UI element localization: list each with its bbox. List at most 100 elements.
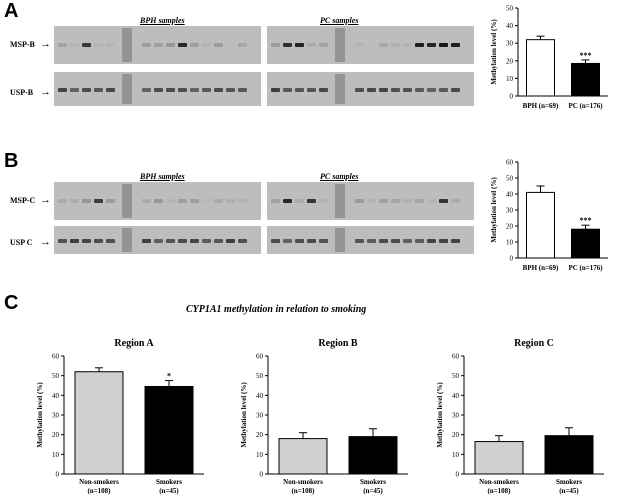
row-label-usp-c: USP C bbox=[10, 238, 33, 247]
row-label-msp-b: MSP-B bbox=[10, 40, 35, 49]
y-tick-label: 20 bbox=[506, 223, 514, 231]
x-category-label: BPH (n=69) bbox=[523, 264, 559, 272]
gel-band bbox=[391, 88, 400, 92]
gel-band bbox=[226, 199, 235, 203]
gel-band bbox=[82, 239, 91, 243]
x-category-label: (n=45) bbox=[363, 487, 383, 495]
gel-band bbox=[142, 43, 151, 47]
gel-band bbox=[427, 43, 436, 47]
y-tick-label: 50 bbox=[452, 372, 460, 380]
y-tick-label: 0 bbox=[510, 255, 514, 263]
y-tick-label: 60 bbox=[506, 159, 514, 167]
ladder-marker bbox=[335, 74, 345, 104]
y-tick-label: 0 bbox=[260, 471, 264, 479]
gel-band bbox=[283, 43, 292, 47]
gel-band bbox=[178, 43, 187, 47]
x-category-label: (n=108) bbox=[291, 487, 315, 495]
gel-band bbox=[58, 43, 67, 47]
x-category-label: Non-smokers bbox=[79, 478, 119, 486]
gel-band bbox=[226, 239, 235, 243]
ladder-marker bbox=[122, 228, 132, 252]
bar bbox=[474, 441, 524, 475]
gel-band bbox=[202, 88, 211, 92]
gel-band bbox=[451, 199, 460, 203]
gel-band bbox=[58, 199, 67, 203]
gel-band bbox=[154, 43, 163, 47]
y-tick-label: 0 bbox=[456, 471, 460, 479]
gel-band bbox=[367, 88, 376, 92]
y-tick-label: 40 bbox=[256, 392, 264, 400]
y-tick-label: 30 bbox=[256, 412, 264, 420]
gel-band bbox=[106, 239, 115, 243]
gel-band bbox=[355, 88, 364, 92]
gel-band bbox=[403, 88, 412, 92]
gel-band bbox=[415, 199, 424, 203]
gel-band bbox=[439, 43, 448, 47]
y-tick-label: 40 bbox=[506, 191, 514, 199]
y-tick-label: 10 bbox=[52, 451, 60, 459]
x-category-label: Non-smokers bbox=[283, 478, 323, 486]
gel-band bbox=[415, 43, 424, 47]
y-tick-label: 50 bbox=[52, 372, 60, 380]
gel-image bbox=[267, 72, 474, 106]
y-tick-label: 0 bbox=[510, 93, 514, 101]
bar-chart-region-b: 0 10 20 30 40 50 60 Methylation level (%) Region… bbox=[240, 338, 408, 495]
gel-band bbox=[367, 239, 376, 243]
gel-band bbox=[70, 199, 79, 203]
arrow-icon: → bbox=[40, 236, 51, 248]
arrow-icon: → bbox=[40, 86, 51, 98]
x-category-label: Smokers bbox=[360, 478, 386, 486]
gel-band bbox=[166, 199, 175, 203]
gel-band bbox=[367, 199, 376, 203]
gel-band bbox=[319, 88, 328, 92]
gel-band bbox=[439, 239, 448, 243]
gel-band bbox=[295, 88, 304, 92]
gel-band bbox=[451, 43, 460, 47]
gel-band bbox=[238, 199, 247, 203]
gel-band bbox=[226, 43, 235, 47]
y-tick-label: 50 bbox=[506, 175, 514, 183]
ladder-marker bbox=[335, 184, 345, 218]
chart-title: Region A bbox=[114, 338, 154, 349]
significance-label: *** bbox=[580, 51, 592, 60]
y-tick-label: 30 bbox=[506, 207, 514, 215]
gel-band bbox=[391, 199, 400, 203]
gel-band bbox=[154, 88, 163, 92]
gel-band bbox=[319, 239, 328, 243]
gel-band bbox=[142, 239, 151, 243]
x-category-label: PC (n=176) bbox=[568, 264, 603, 272]
gel-band bbox=[427, 239, 436, 243]
gel-title-pc-b: PC samples bbox=[320, 172, 359, 181]
gel-band bbox=[355, 239, 364, 243]
gel-band bbox=[283, 199, 292, 203]
y-axis-label: Methylation level (%) bbox=[490, 177, 498, 243]
gel-band bbox=[271, 199, 280, 203]
y-tick-label: 10 bbox=[452, 451, 460, 459]
ladder-marker bbox=[122, 28, 132, 62]
y-tick-label: 20 bbox=[452, 431, 460, 439]
y-axis-label: Methylation level (%) bbox=[490, 19, 498, 85]
gel-band bbox=[190, 239, 199, 243]
y-tick-label: 10 bbox=[506, 239, 514, 247]
gel-band bbox=[427, 199, 436, 203]
gel-band bbox=[355, 199, 364, 203]
y-tick-label: 60 bbox=[256, 353, 264, 361]
gel-band bbox=[202, 239, 211, 243]
gel-band bbox=[58, 88, 67, 92]
gel-band bbox=[403, 239, 412, 243]
x-category-label: (n=45) bbox=[559, 487, 579, 495]
gel-band bbox=[439, 88, 448, 92]
gel-band bbox=[94, 43, 103, 47]
x-category-label: (n=45) bbox=[159, 487, 179, 495]
y-tick-label: 10 bbox=[506, 75, 514, 83]
x-category-label: BPH (n=69) bbox=[523, 102, 559, 110]
x-category-label: (n=108) bbox=[87, 487, 111, 495]
gel-band bbox=[403, 199, 412, 203]
x-category-label: Smokers bbox=[156, 478, 182, 486]
gel-band bbox=[391, 43, 400, 47]
gel-band bbox=[178, 239, 187, 243]
gel-title-bph-b: BPH samples bbox=[140, 172, 185, 181]
gel-band bbox=[106, 199, 115, 203]
gel-band bbox=[319, 199, 328, 203]
gel-image bbox=[54, 182, 261, 220]
